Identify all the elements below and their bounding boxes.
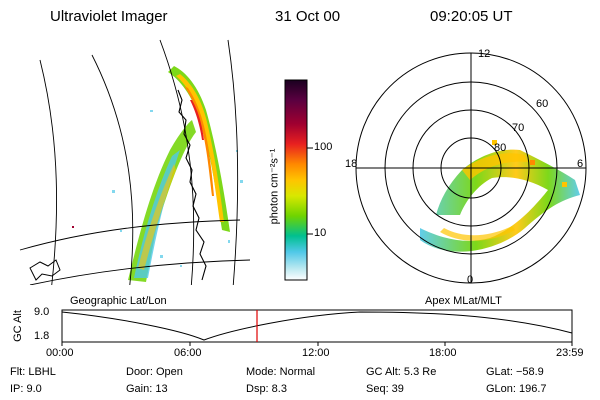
timeline-xtick-2359: 23:59 [556,347,584,359]
mlt-label-6: 6 [577,158,584,170]
polar-plot [355,52,587,284]
info-glat: GLat: −58.9 [486,366,544,378]
apex-label: Apex MLat/MLT [425,295,502,307]
date-label: 31 Oct 00 [275,8,341,25]
timeline-xtick-1800: 18:00 [429,347,457,359]
lat-label-60: 60 [536,98,549,110]
info-gain: Gain: 13 [126,383,168,395]
coastline [177,89,207,281]
aurora-oval [420,149,580,252]
geographic-label: Geographic Lat/Lon [70,295,167,307]
info-gcalt: GC Alt: 5.3 Re [366,366,437,378]
colorbar-tick-100: 100 [314,141,333,153]
colorbar-tick-10: 10 [314,227,327,239]
info-ip: IP: 9.0 [10,383,42,395]
info-mode: Mode: Normal [246,366,316,378]
lat-label-80: 80 [494,142,507,154]
time-label: 09:20:05 UT [430,8,513,25]
colorbar [284,79,313,281]
timeline-axis-label: GC Alt [12,310,24,342]
timeline-ytick-high: 9.0 [34,306,50,318]
instrument-title: Ultraviolet Imager [50,8,168,25]
altitude-timeline [61,309,573,346]
timeline-xtick-1200: 12:00 [302,347,330,359]
altitude-curve [61,311,573,341]
timeline-ytick-low: 1.8 [34,330,50,342]
info-glon: GLon: 196.7 [486,383,547,395]
mlt-label-18: 18 [345,158,358,170]
lat-label-70: 70 [512,122,525,134]
timeline-xtick-0000: 00:00 [46,347,74,359]
info-seq: Seq: 39 [366,383,404,395]
mlt-label-0: 0 [467,274,474,286]
info-flt: Flt: LBHL [10,366,56,378]
mlt-label-12: 12 [478,48,491,60]
colorbar-unit-label: photon cm⁻²s⁻¹ [268,148,281,225]
info-door: Door: Open [126,366,183,378]
geographic-map [19,39,251,285]
timeline-xtick-0600: 06:00 [174,347,202,359]
info-dsp: Dsp: 8.3 [246,383,287,395]
